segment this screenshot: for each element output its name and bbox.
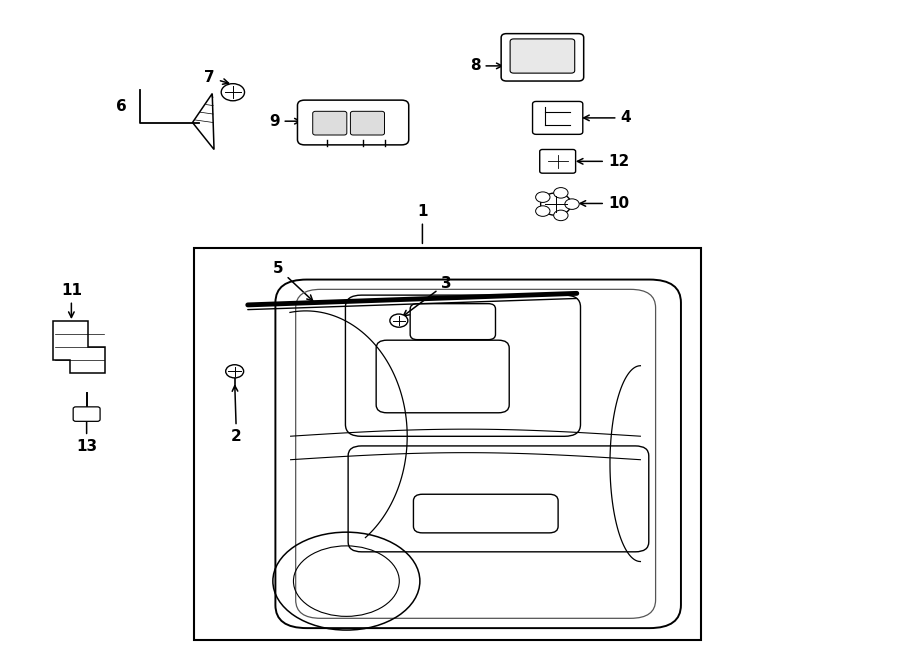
Text: 3: 3 — [403, 276, 452, 316]
Text: 1: 1 — [418, 204, 428, 243]
Polygon shape — [53, 321, 105, 373]
Text: 9: 9 — [269, 114, 301, 129]
FancyBboxPatch shape — [73, 407, 100, 421]
Circle shape — [221, 84, 245, 100]
Bar — [194, 249, 701, 640]
Circle shape — [536, 206, 550, 216]
Text: 4: 4 — [584, 110, 631, 126]
FancyBboxPatch shape — [533, 101, 583, 134]
Circle shape — [565, 199, 580, 210]
Text: 13: 13 — [76, 413, 97, 454]
FancyBboxPatch shape — [510, 39, 575, 73]
FancyBboxPatch shape — [350, 111, 384, 135]
FancyBboxPatch shape — [298, 100, 409, 145]
PathPatch shape — [275, 280, 681, 628]
Circle shape — [554, 188, 568, 198]
Circle shape — [541, 193, 572, 215]
Circle shape — [536, 192, 550, 202]
Text: 2: 2 — [231, 385, 242, 444]
FancyBboxPatch shape — [540, 149, 576, 173]
FancyBboxPatch shape — [501, 34, 584, 81]
Circle shape — [390, 314, 408, 327]
Text: 5: 5 — [273, 260, 312, 301]
Circle shape — [554, 210, 568, 221]
Polygon shape — [193, 94, 214, 149]
Circle shape — [226, 365, 244, 378]
Text: 11: 11 — [61, 283, 82, 317]
FancyBboxPatch shape — [312, 111, 346, 135]
Text: 7: 7 — [204, 70, 229, 85]
Text: 10: 10 — [580, 196, 629, 211]
Text: 8: 8 — [470, 58, 502, 73]
Text: 12: 12 — [578, 154, 629, 169]
Text: 6: 6 — [116, 99, 127, 114]
